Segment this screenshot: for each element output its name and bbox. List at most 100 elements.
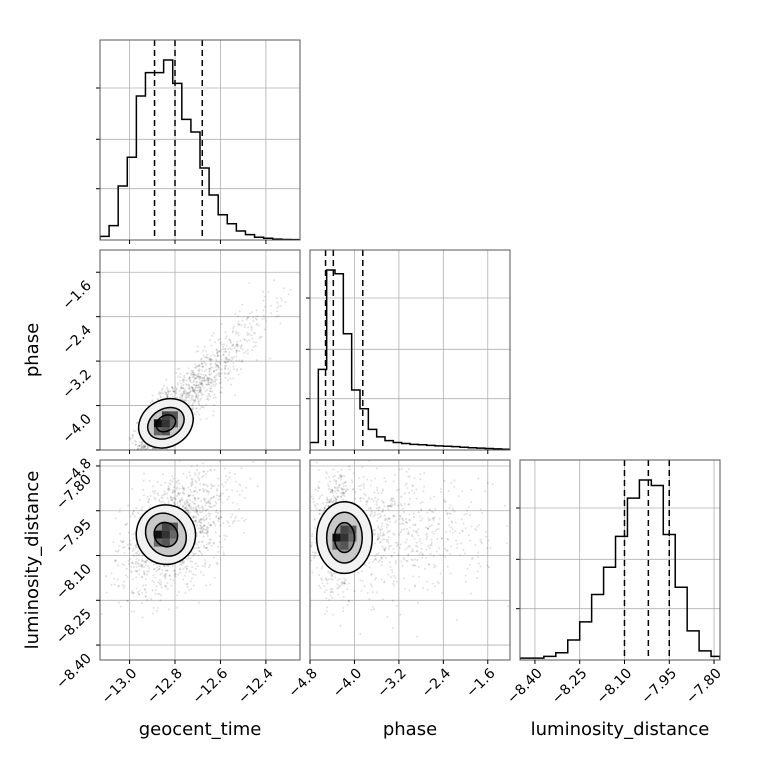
scatter-point [382, 532, 385, 535]
scatter-point [340, 492, 343, 495]
scatter-point [205, 484, 208, 487]
scatter-point [421, 553, 424, 556]
scatter-point [144, 503, 146, 505]
scatter-point [124, 574, 127, 577]
scatter-point [204, 510, 207, 513]
scatter-point [199, 377, 202, 380]
scatter-point [197, 400, 200, 403]
scatter-point [376, 538, 379, 541]
scatter-point [343, 581, 346, 584]
scatter-point [332, 613, 335, 616]
scatter-point [151, 452, 153, 454]
scatter-point [182, 504, 185, 507]
scatter-point [195, 395, 198, 398]
scatter-point [245, 318, 248, 321]
scatter-point [186, 585, 189, 588]
scatter-point [232, 344, 235, 347]
scatter-point [190, 560, 193, 563]
scatter-point [339, 584, 342, 587]
scatter-point [199, 383, 202, 386]
scatter-point [338, 484, 341, 487]
scatter-point [384, 519, 387, 522]
scatter-point [240, 467, 243, 470]
scatter-point [134, 561, 137, 564]
scatter-point [231, 451, 233, 453]
scatter-point [217, 551, 220, 554]
scatter-point [182, 472, 185, 475]
scatter-point [200, 397, 203, 400]
scatter-point [198, 477, 201, 480]
scatter-point [173, 490, 176, 493]
scatter-point [192, 390, 195, 393]
scatter-point [392, 515, 395, 518]
scatter-point [453, 485, 456, 488]
scatter-point [138, 552, 141, 555]
scatter-point [158, 499, 161, 502]
scatter-point [194, 506, 197, 509]
scatter-point [408, 519, 411, 522]
scatter-point [157, 565, 160, 568]
scatter-point [186, 395, 189, 398]
scatter-point [388, 545, 391, 548]
density-cell-1 [340, 533, 349, 542]
scatter-point [224, 350, 227, 353]
scatter-point [208, 394, 211, 397]
scatter-point [175, 387, 178, 390]
scatter-point [192, 388, 195, 391]
scatter-point [216, 365, 219, 368]
scatter-point [112, 577, 115, 580]
scatter-point [185, 396, 188, 399]
scatter-point [203, 379, 206, 382]
scatter-point [146, 454, 148, 456]
scatter-point [195, 384, 198, 387]
scatter-point [190, 490, 193, 493]
scatter-point [380, 564, 383, 567]
scatter-point [414, 585, 417, 588]
scatter-point [185, 502, 188, 505]
scatter-point [248, 322, 251, 325]
scatter-point [486, 547, 489, 550]
scatter-point [114, 559, 117, 562]
scatter-point [333, 486, 336, 489]
scatter-point [334, 497, 337, 500]
scatter-point [164, 585, 167, 588]
scatter-point [419, 538, 422, 541]
scatter-point [197, 504, 200, 507]
scatter-point [218, 374, 221, 377]
scatter-point [333, 479, 336, 482]
scatter-point [262, 314, 265, 317]
scatter-point [214, 524, 217, 527]
scatter-point [177, 491, 180, 494]
scatter-point [183, 560, 186, 563]
scatter-point [209, 469, 212, 472]
scatter-point [113, 583, 116, 586]
scatter-point [377, 517, 380, 520]
scatter-point [124, 523, 127, 526]
scatter-point [143, 573, 146, 576]
scatter-point [183, 388, 186, 391]
scatter-point [383, 580, 386, 583]
x-tick-label-luminosity_distance-2: −8.10 [594, 666, 636, 708]
scatter-point [182, 489, 185, 492]
scatter-point [146, 451, 148, 453]
scatter-point [149, 495, 152, 498]
scatter-point [235, 351, 238, 354]
scatter-point [144, 445, 147, 448]
scatter-point [182, 390, 185, 393]
scatter-point [173, 569, 176, 572]
scatter-point [410, 558, 413, 561]
scatter-point [157, 593, 160, 596]
scatter-point [380, 578, 383, 581]
panel-frame-2-0 [99, 459, 301, 661]
scatter-point [221, 501, 224, 504]
scatter-point [240, 346, 243, 349]
scatter-point [224, 360, 227, 363]
scatter-point [384, 548, 387, 551]
scatter-point [148, 479, 151, 482]
scatter-point [137, 483, 139, 485]
scatter-point [339, 491, 342, 494]
scatter-point [433, 566, 436, 569]
scatter-point [138, 444, 141, 447]
scatter-point [209, 502, 212, 505]
scatter-point [198, 403, 201, 406]
